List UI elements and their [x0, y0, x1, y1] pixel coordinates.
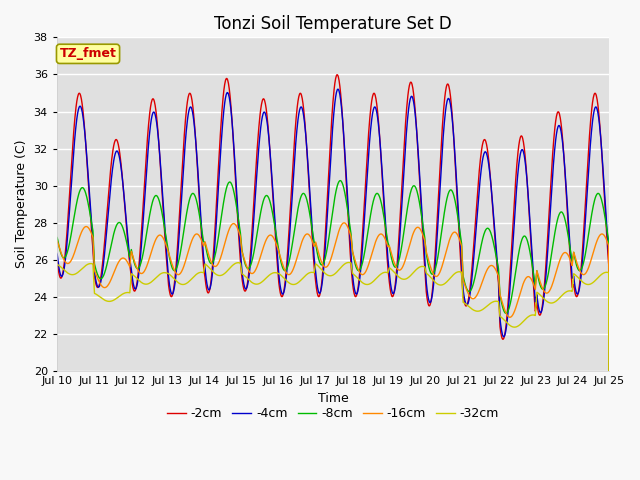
-8cm: [237, 243, 245, 249]
-4cm: [540, 293, 548, 299]
-2cm: [492, 243, 499, 249]
-16cm: [340, 220, 348, 226]
X-axis label: Time: Time: [318, 392, 349, 405]
-16cm: [492, 266, 499, 272]
-2cm: [419, 241, 427, 247]
-8cm: [540, 286, 548, 291]
-2cm: [53, 258, 61, 264]
Line: -16cm: -16cm: [57, 223, 609, 480]
Line: -8cm: -8cm: [57, 180, 609, 480]
Line: -32cm: -32cm: [57, 263, 609, 480]
-8cm: [176, 253, 184, 259]
-16cm: [176, 271, 184, 277]
-8cm: [337, 178, 344, 183]
-8cm: [163, 236, 170, 241]
-2cm: [540, 286, 548, 291]
Legend: -2cm, -4cm, -8cm, -16cm, -32cm: -2cm, -4cm, -8cm, -16cm, -32cm: [162, 402, 504, 425]
-16cm: [540, 288, 548, 294]
Text: TZ_fmet: TZ_fmet: [60, 48, 116, 60]
-8cm: [53, 234, 61, 240]
-4cm: [163, 245, 170, 251]
-8cm: [492, 250, 499, 255]
-4cm: [237, 263, 245, 269]
-32cm: [492, 299, 499, 304]
-2cm: [176, 207, 184, 213]
-4cm: [334, 86, 342, 92]
-32cm: [176, 281, 184, 287]
-32cm: [419, 264, 427, 269]
-32cm: [163, 270, 170, 276]
-32cm: [237, 268, 245, 274]
-32cm: [345, 260, 353, 265]
-16cm: [53, 238, 61, 244]
-16cm: [237, 245, 245, 251]
Line: -4cm: -4cm: [57, 89, 609, 480]
-2cm: [333, 72, 341, 78]
Title: Tonzi Soil Temperature Set D: Tonzi Soil Temperature Set D: [214, 15, 452, 33]
-4cm: [492, 237, 499, 243]
-16cm: [163, 242, 170, 248]
-16cm: [419, 233, 427, 239]
-2cm: [163, 254, 170, 260]
-2cm: [237, 271, 245, 277]
-8cm: [419, 224, 427, 230]
-4cm: [176, 224, 184, 229]
-32cm: [53, 262, 61, 267]
Line: -2cm: -2cm: [57, 75, 609, 480]
-32cm: [540, 296, 548, 302]
Y-axis label: Soil Temperature (C): Soil Temperature (C): [15, 140, 28, 268]
-4cm: [419, 231, 427, 237]
-4cm: [53, 251, 61, 256]
